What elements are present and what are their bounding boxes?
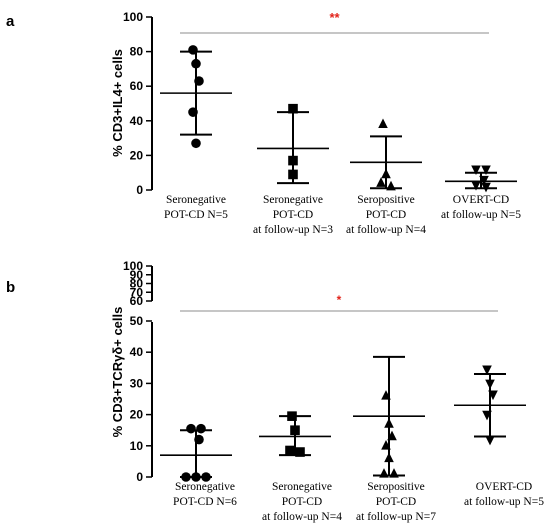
data-point [191,138,201,149]
data-point [384,418,394,428]
data-point [386,180,396,191]
data-point [196,423,206,434]
data-point [379,468,389,478]
category-label: Seropositive POT-CD at follow-up N=4 [346,194,426,236]
data-point [479,175,489,186]
data-point [290,425,300,435]
y-tick-label: 60 [130,79,144,93]
data-point [287,411,297,421]
data-point [471,181,481,191]
data-point [488,390,498,401]
data-point [188,45,198,55]
y-tick-label: 100 [123,259,143,273]
data-point [387,430,397,441]
data-point [482,410,492,421]
data-point [295,447,305,457]
data-point [191,58,201,69]
data-point [181,472,191,482]
y-tick-label: 30 [130,376,144,390]
y-tick-label: 0 [136,470,143,484]
data-point [285,445,295,456]
category-label: Seronegative POT-CD at follow-up N=3 [253,194,333,236]
data-point [288,155,298,166]
data-point [376,177,386,187]
data-point [381,168,391,179]
category-labels-a: Seronegative POT-CD N=5 Seronegative POT-CD… [164,194,521,236]
category-label: Seronegative POT-CD N=6 [173,481,237,508]
data-point [481,165,491,176]
y-tick-label: 80 [130,277,144,291]
data-point [485,435,495,446]
significance-b: * [180,293,498,312]
y-tick-label: 40 [130,114,144,128]
y-tick-label: 0 [136,183,143,197]
data-point [482,365,492,376]
data-point [194,434,204,445]
significance-label: ** [329,10,340,25]
data-point [188,107,198,117]
data-point [378,118,388,129]
category-label: OVERT-CD at follow-up N=5 [441,194,521,221]
y-tick-label: 10 [130,439,144,453]
data-point [471,165,481,176]
data-marks-a [160,45,517,193]
y-tick-label: 100 [123,10,143,24]
y-tick-label: 60 [130,294,144,308]
data-point [485,379,495,390]
data-marks-b [160,355,526,482]
category-label: Seronegative POT-CD at follow-up N=4 [262,481,342,523]
data-point [381,440,391,450]
y-tick-label: 80 [130,45,144,59]
y-tick-label: 20 [130,148,144,162]
y-tick-label: 90 [130,268,144,282]
y-ticks-a: 0 20 40 60 80 100 [123,10,152,197]
y-tick-label: 40 [130,345,144,359]
y-tick-label: 50 [130,314,144,328]
data-point [288,169,298,180]
chart-panel-a: a % CD3+IL4+ cells 0 20 40 60 80 100 Seronega… [6,10,521,236]
category-label: Seronegative POT-CD N=5 [164,194,228,221]
data-point [186,423,196,434]
significance-a: ** [180,10,489,34]
y-tick-label: 20 [130,408,144,422]
y-axis-label-b: % CD3+TCRγδ+ cells [110,307,125,438]
data-point [384,452,394,463]
data-point [288,103,298,114]
y-tick-label: 70 [130,285,144,299]
chart-panel-b: b % CD3+TCRγδ+ cells 0 10 20 30 40 50 60708090… [6,259,544,523]
data-point [381,390,391,400]
panel-letter-a: a [6,13,15,30]
data-point [389,468,399,478]
category-label: OVERT-CD at follow-up N=5 [464,481,544,508]
significance-label: * [337,293,342,307]
panel-letter-b: b [6,279,15,296]
category-labels-b: Seronegative POT-CD N=6 Seronegative POT-CD… [173,481,544,523]
data-point [201,472,211,482]
data-point [191,472,201,482]
category-label: Seropositive POT-CD at follow-up N=7 [356,481,436,523]
data-point [194,76,204,86]
y-axis-label-a: % CD3+IL4+ cells [110,49,125,157]
data-point [481,182,491,193]
